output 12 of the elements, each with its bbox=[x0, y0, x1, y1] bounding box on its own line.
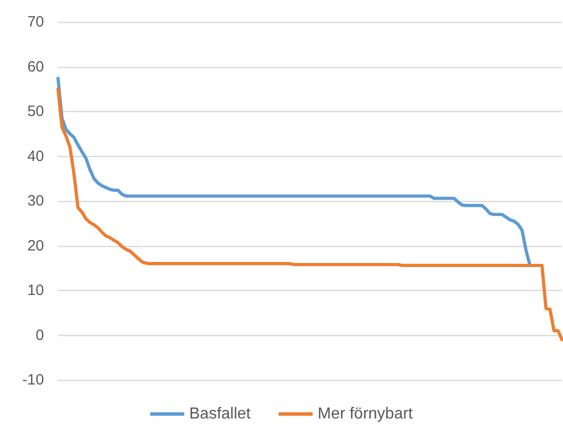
legend-label: Basfallet bbox=[189, 406, 252, 422]
y-tick-label: 40 bbox=[27, 148, 44, 165]
y-tick-label: 10 bbox=[27, 282, 44, 299]
y-tick-label: 60 bbox=[27, 58, 44, 76]
y-tick-label: 50 bbox=[27, 103, 44, 120]
y-tick-label: 70 bbox=[27, 14, 44, 30]
line-series bbox=[56, 88, 563, 342]
y-tick-label: 20 bbox=[27, 237, 44, 254]
legend-label: Mer förnybart bbox=[318, 406, 414, 422]
y-tick-label: 30 bbox=[27, 192, 44, 210]
y-tick-label: 0 bbox=[36, 326, 44, 344]
y-tick-label: -10 bbox=[22, 372, 44, 388]
